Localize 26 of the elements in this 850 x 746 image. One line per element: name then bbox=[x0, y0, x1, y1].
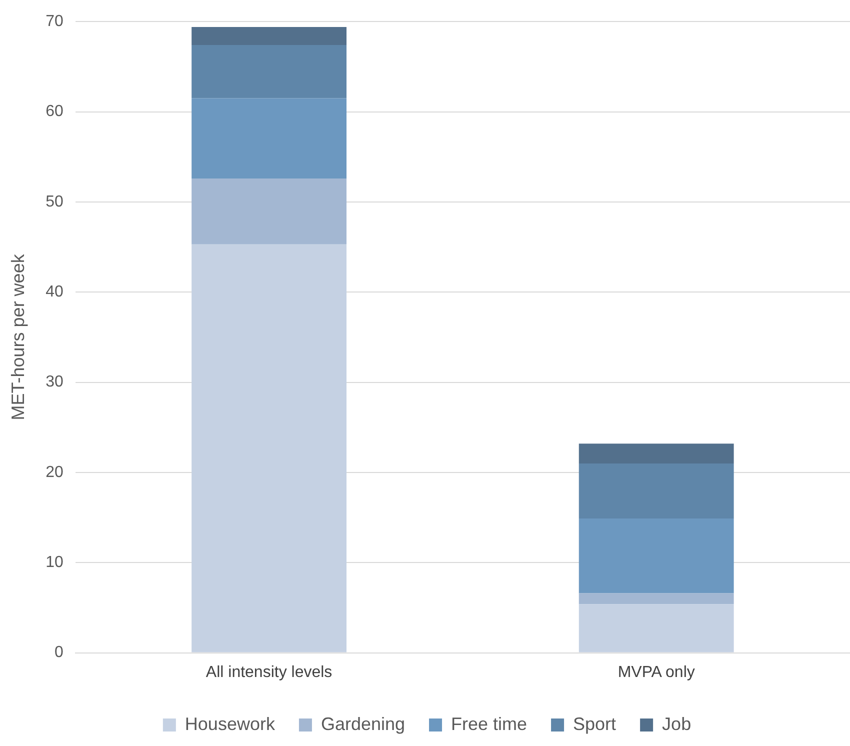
bar bbox=[578, 444, 734, 464]
y-axis-title: MET-hours per week bbox=[8, 253, 28, 420]
bar bbox=[578, 463, 734, 518]
bar bbox=[192, 98, 347, 178]
bar bbox=[578, 593, 734, 604]
x-tick-label: All intensity levels bbox=[206, 664, 332, 681]
bar bbox=[192, 178, 347, 244]
y-tick-label: 30 bbox=[46, 374, 64, 391]
y-tick-label: 10 bbox=[46, 554, 64, 572]
bar bbox=[192, 244, 347, 652]
y-tick-label: 40 bbox=[46, 284, 64, 301]
y-tick-label: 0 bbox=[54, 644, 64, 662]
legend-label: Housework bbox=[184, 714, 276, 734]
y-tick-label: 60 bbox=[46, 103, 64, 120]
legend-label: Sport bbox=[573, 714, 616, 734]
bar bbox=[192, 27, 347, 46]
y-tick-label: 20 bbox=[46, 464, 64, 481]
legend-label: Gardening bbox=[320, 714, 406, 734]
bar bbox=[192, 45, 347, 98]
y-tick-label: 70 bbox=[46, 13, 64, 30]
y-tick-label: 50 bbox=[46, 193, 64, 210]
bar bbox=[578, 518, 734, 594]
bar bbox=[578, 604, 734, 652]
x-tick-label: MVPA only bbox=[618, 664, 695, 681]
legend-label: Free time bbox=[451, 714, 528, 734]
legend-label: Job bbox=[662, 714, 692, 734]
